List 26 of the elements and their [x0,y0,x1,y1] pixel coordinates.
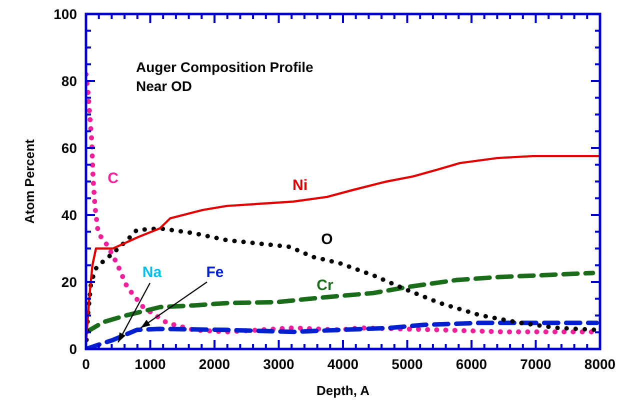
series-label: O [321,231,334,248]
text: Auger Composition Profile [136,59,314,75]
x-axis-title: Depth, A [316,383,370,398]
x-tick-label: 8000 [584,356,616,372]
y-tick-label: 80 [61,73,78,89]
y-tick-label: 40 [61,207,78,223]
x-tick-label: 4000 [327,356,359,372]
x-tick-label: 5000 [392,356,424,372]
y-tick-label: 60 [61,140,78,156]
series-label: C [108,170,119,187]
series-label: Cr [316,277,334,294]
y-tick-label: 20 [61,274,78,290]
y-tick-label: 0 [69,341,78,357]
x-tick-label: 6000 [456,356,488,372]
series-label: Ni [292,177,308,194]
text: Fe [206,264,224,281]
y-tick-label: 100 [54,6,78,22]
x-tick-label: 2000 [198,356,230,372]
text: Near OD [136,78,192,94]
x-tick-label: 7000 [520,356,552,372]
annotation: Na [142,264,162,281]
y-axis-title: Atom Percent [22,138,37,224]
line-series [86,320,600,349]
x-tick-label: 1000 [134,356,166,372]
x-tick-label: 3000 [263,356,295,372]
x-tick-label: 0 [82,356,90,372]
